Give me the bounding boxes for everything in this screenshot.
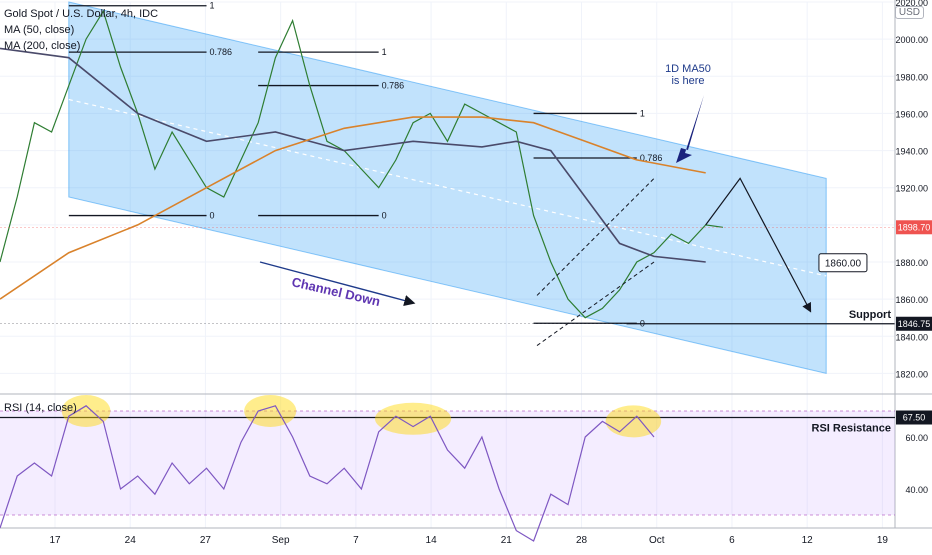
projection-path: [705, 177, 812, 313]
channel-down-area: [68, 1, 827, 375]
y-tick-label: 2000.00: [895, 35, 928, 45]
channel-down-label: Channel Down: [290, 274, 381, 309]
fib-level-label: 0: [210, 211, 215, 221]
rsi-line: [0, 405, 655, 542]
legend-ma200: MA (200, close): [4, 40, 81, 52]
rsi-resistance-box: [896, 410, 932, 425]
y-tick-label: 1980.00: [895, 72, 928, 82]
y-tick-label: 1940.00: [895, 147, 928, 157]
price-mark-label: 1846.75: [898, 319, 931, 329]
x-tick-label: 19: [877, 535, 889, 546]
fib-level-label: 0.786: [640, 153, 663, 163]
series-price: [0, 9, 723, 319]
legend-rsi: RSI (14, close): [4, 402, 77, 414]
legend-symbol: Gold Spot / U.S. Dollar, 4h, IDC: [4, 8, 159, 20]
series-ma50: [0, 47, 706, 263]
rsi-tick-label: 40.00: [905, 485, 928, 495]
y-tick-label: 1840.00: [895, 332, 928, 342]
target-label: 1860.00: [825, 259, 862, 270]
currency-badge[interactable]: USD: [894, 6, 924, 19]
support-label: Support: [849, 309, 891, 321]
y-tick-label: 2020.00: [895, 0, 928, 8]
x-tick-label: 27: [200, 535, 212, 546]
price-mark-box: [896, 316, 932, 331]
x-tick-label: 21: [501, 535, 513, 546]
series-ma200: [0, 116, 706, 300]
rsi-peak-highlight: [61, 395, 111, 427]
rising-channel-lower: [536, 261, 655, 346]
fib-level-label: 0.786: [382, 81, 405, 91]
legend-ma50: MA (50, close): [4, 24, 75, 36]
x-tick-label: Sep: [272, 535, 290, 546]
x-tick-label: 17: [49, 535, 61, 546]
x-tick-label: 24: [125, 535, 137, 546]
fib-level-label: 1: [640, 108, 645, 118]
y-tick-label: 1880.00: [895, 258, 928, 268]
y-tick-label: 1820.00: [895, 369, 928, 379]
channel-down-arrow: [259, 261, 416, 306]
x-tick-label: 28: [576, 535, 588, 546]
rsi-peak-highlight: [374, 402, 452, 435]
rsi-resistance-value: 67.50: [903, 413, 926, 423]
price-mark-label: 1898.70: [898, 222, 931, 232]
target-label-box: [818, 253, 868, 273]
x-tick-label: Oct: [649, 535, 665, 546]
fib-level-label: 0.786: [210, 47, 233, 57]
ma50-callout-line: 1D MA50: [665, 63, 711, 75]
price-mark-box: [896, 220, 932, 235]
rsi-resistance-label: RSI Resistance: [812, 423, 891, 435]
rsi-tick-label: 60.00: [905, 433, 928, 443]
ma50-callout-arrow: [676, 95, 704, 163]
x-tick-label: 7: [353, 535, 359, 546]
rsi-band: [0, 411, 895, 515]
y-tick-label: 1960.00: [895, 109, 928, 119]
fib-level-label: 1: [210, 1, 215, 11]
y-tick-label: 1860.00: [895, 295, 928, 305]
fib-level-label: 1: [382, 47, 387, 57]
x-tick-label: 14: [426, 535, 438, 546]
channel-mid-line: [68, 98, 827, 277]
legend: Gold Spot / U.S. Dollar, 4h, IDC MA (50,…: [4, 6, 158, 54]
ma50-callout-line: is here: [671, 75, 704, 87]
y-tick-label: 1920.00: [895, 184, 928, 194]
fib-level-label: 0: [382, 211, 387, 221]
x-tick-label: 12: [802, 535, 814, 546]
rsi-peak-highlight: [605, 405, 662, 438]
x-tick-label: 6: [729, 535, 735, 546]
